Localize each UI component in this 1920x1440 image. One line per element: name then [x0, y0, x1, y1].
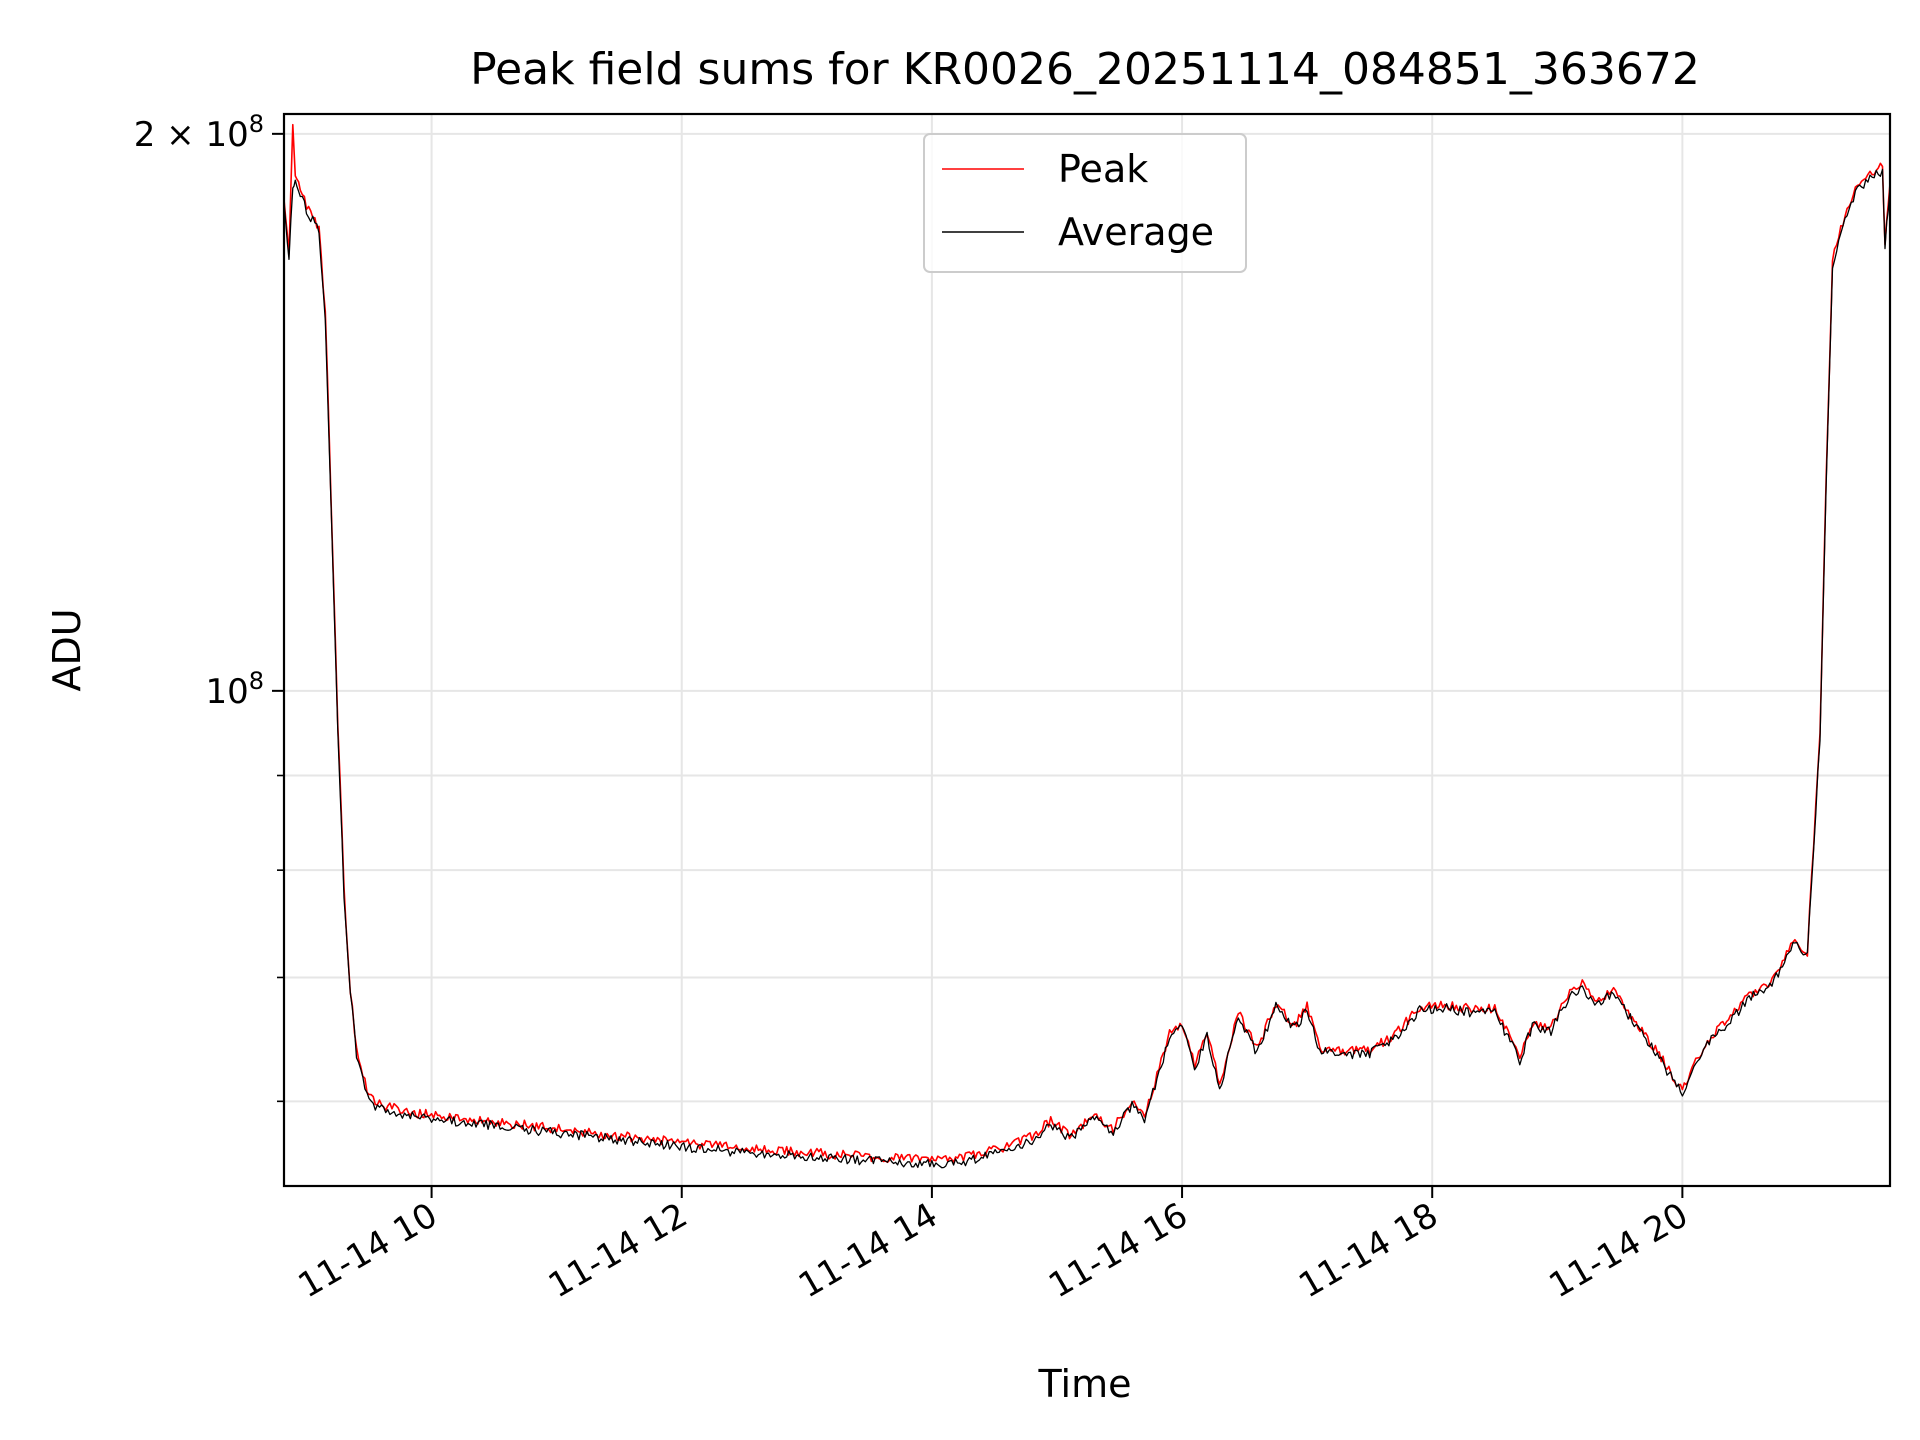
y-tick-label-base: 10 [205, 672, 248, 712]
grid [284, 114, 1890, 1186]
y-tick-label-prefix: 2 × [134, 115, 206, 155]
legend-label-average: Average [1058, 210, 1214, 254]
x-axis-label: Time [1038, 1362, 1132, 1406]
legend: Peak Average [923, 133, 1247, 273]
y-tick-label-base: 10 [205, 115, 248, 155]
y-tick-label: 108 [205, 667, 264, 712]
series-line-peak [283, 123, 1891, 1164]
y-tick-label: 2 × 108 [134, 110, 264, 155]
y-tick-label-exp: 8 [249, 667, 264, 695]
y-axis-label: ADU [45, 608, 89, 691]
series-group [283, 123, 1891, 1169]
legend-label-peak: Peak [1058, 147, 1148, 191]
chart-title: Peak field sums for KR0026_20251114_0848… [470, 44, 1700, 95]
plot-frame [282, 112, 1892, 1188]
series-line-average [283, 168, 1891, 1169]
y-tick-label-exp: 8 [249, 110, 264, 138]
